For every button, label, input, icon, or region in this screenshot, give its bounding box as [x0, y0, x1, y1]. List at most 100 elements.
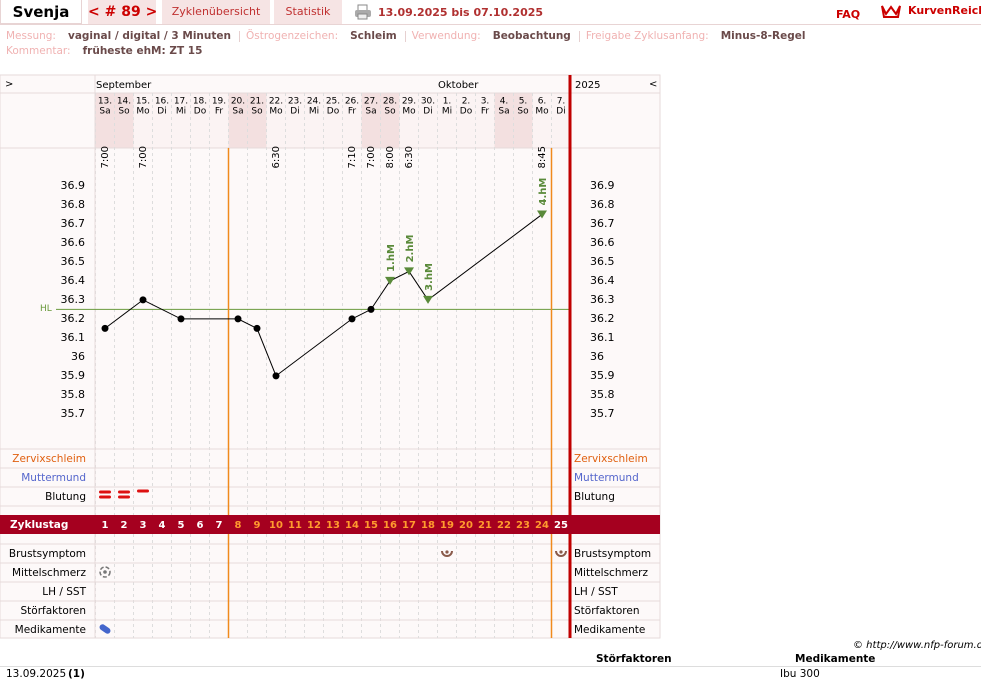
weekday-label: Mi	[309, 107, 319, 117]
date-label: 22.	[269, 97, 283, 107]
date-label: 6.	[538, 97, 547, 107]
y-tick-label: 36.7	[61, 217, 86, 230]
row-label: Blutung	[574, 491, 615, 503]
weekday-label: Do	[194, 107, 207, 117]
temperature-point	[367, 305, 375, 313]
cycle-day: 2	[121, 520, 128, 531]
row-label: LH / SST	[42, 586, 86, 598]
weekday-label: Mo	[136, 107, 150, 117]
cycle-day: 12	[307, 520, 321, 531]
breast-symbol	[555, 550, 567, 557]
info-label: Messung:	[6, 30, 56, 42]
y-tick-label: 36.7	[590, 217, 615, 230]
date-label: 18.	[193, 97, 207, 107]
y-tick-label: 36.8	[61, 198, 86, 211]
temperature-point	[272, 372, 280, 380]
weekend-shade	[494, 93, 514, 148]
weekday-label: Di	[157, 107, 166, 117]
cycle-day: 24	[535, 520, 549, 531]
cycle-day: 22	[497, 520, 511, 531]
row-label: Brustsymptom	[9, 548, 86, 560]
y-tick-label: 36.6	[61, 236, 86, 249]
row-label: Muttermund	[21, 472, 86, 484]
y-tick-label: 36.3	[61, 293, 86, 306]
weekday-label: Mi	[442, 107, 452, 117]
tab[interactable]: Statistik	[274, 0, 342, 24]
temperature-point	[253, 324, 261, 332]
cycle-day: 19	[440, 520, 454, 531]
tab[interactable]: Zyklenübersicht	[162, 0, 270, 24]
info-value: Minus-8-Regel	[720, 30, 806, 42]
print-icon[interactable]	[354, 4, 372, 20]
nav-prev[interactable]: >	[5, 79, 13, 90]
y-tick-label: 36.4	[590, 274, 615, 287]
date-label: 25.	[326, 97, 340, 107]
cycle-day: 5	[178, 520, 185, 531]
info-label: Östrogenzeichen:	[246, 30, 339, 42]
weekday-label: Mo	[402, 107, 416, 117]
cycle-day: 9	[254, 520, 261, 531]
copyright: © http://www.nfp-forum.de	[853, 640, 981, 651]
weekday-label: Do	[460, 107, 473, 117]
weekday-label: Mo	[269, 107, 283, 117]
row-label: Zervixschleim	[574, 453, 648, 465]
weekday-label: So	[384, 107, 396, 117]
bleeding-symbol	[99, 490, 111, 494]
logo-icon	[881, 5, 901, 18]
cycle-nav[interactable]: < # 89 >	[88, 0, 157, 24]
weekend-shade	[380, 93, 400, 148]
footer-medication: Ibu 300	[780, 668, 820, 680]
comment-line: Kommentar: früheste ehM: ZT 15	[6, 45, 210, 57]
date-label: 3.	[481, 97, 490, 107]
date-label: 13.	[98, 97, 112, 107]
y-tick-label: 35.9	[590, 369, 615, 382]
weekend-shade	[513, 93, 533, 148]
weekday-label: Do	[327, 107, 340, 117]
weekday-label: Di	[556, 107, 565, 117]
weekday-label: Fr	[348, 107, 357, 117]
info-line: Messung: vaginal / digital / 3 Minuten Ös…	[6, 30, 813, 42]
cycle-bar-label: Zyklustag	[10, 519, 68, 531]
y-tick-label: 36.5	[590, 255, 615, 268]
cycle-day: 25	[554, 520, 568, 531]
time-label: 7:10	[347, 146, 358, 168]
row-label: Medikamente	[574, 624, 645, 636]
time-label: 8:45	[537, 146, 548, 168]
weekday-label: So	[251, 107, 263, 117]
medication-symbol	[99, 624, 111, 634]
date-label: 23.	[288, 97, 302, 107]
row-label: Störfaktoren	[574, 605, 639, 617]
weekday-label: So	[118, 107, 130, 117]
info-value: Schleim	[350, 30, 397, 42]
y-tick-label: 36.9	[590, 179, 615, 192]
cycle-day: 8	[235, 520, 242, 531]
comment-value: früheste ehM: ZT 15	[82, 45, 203, 57]
date-label: 20.	[231, 97, 245, 107]
cycle-day: 15	[364, 520, 378, 531]
annotation-label: 3.hM	[424, 263, 435, 291]
bleeding-symbol	[99, 495, 111, 499]
nav-next[interactable]: <	[649, 79, 657, 90]
y-tick-label: 36.3	[590, 293, 615, 306]
y-tick-label: 36	[590, 350, 604, 363]
logo[interactable]: KurvenReich	[908, 4, 981, 17]
temperature-point	[348, 315, 356, 323]
weekday-label: Mo	[535, 107, 549, 117]
footer-count: (1)	[68, 668, 85, 680]
date-label: 26.	[345, 97, 359, 107]
row-label: Mittelschmerz	[12, 567, 86, 579]
date-label: 28.	[383, 97, 397, 107]
breast-symbol	[441, 550, 453, 557]
date-label: 16.	[155, 97, 169, 107]
weekday-label: Di	[290, 107, 299, 117]
cycle-day: 21	[478, 520, 492, 531]
row-label: Störfaktoren	[21, 605, 86, 617]
faq-link[interactable]: FAQ	[836, 8, 861, 21]
cycle-day: 14	[345, 520, 359, 531]
row-label: Zervixschleim	[12, 453, 86, 465]
temperature-line	[104, 214, 543, 377]
weekend-shade	[114, 93, 134, 148]
row-label: LH / SST	[574, 586, 618, 598]
y-tick-label: 35.7	[590, 407, 615, 420]
